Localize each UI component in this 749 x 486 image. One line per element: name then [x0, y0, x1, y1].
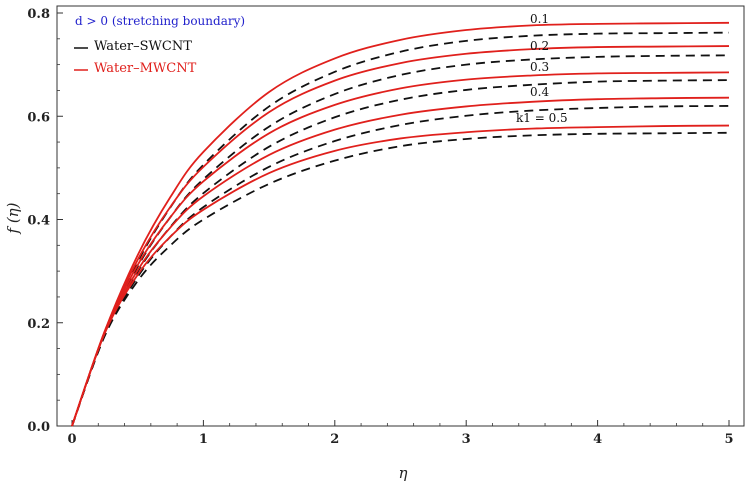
series-layer — [71, 21, 730, 427]
series-line-mwcnt-k1-0.3 — [71, 71, 730, 427]
legend-swcnt-label: Water–SWCNT — [94, 39, 192, 54]
series-line-mwcnt-k1-0.5 — [71, 124, 730, 427]
legend-note: d > 0 (stretching boundary) — [75, 14, 245, 28]
axis-ticks — [57, 12, 730, 427]
y-tick-label: 0.8 — [27, 7, 50, 22]
y-tick-label: 0.6 — [27, 110, 50, 125]
series-line-swcnt-k1-0.3 — [71, 79, 730, 427]
curve-label-k1-0.4: 0.4 — [530, 85, 549, 99]
curve-label-k1-0.3: 0.3 — [530, 60, 549, 74]
curve-labels: 0.1 0.2 0.3 0.4 k1 = 0.5 — [516, 12, 568, 125]
series-line-swcnt-k1-0.4 — [71, 105, 730, 427]
x-axis-label: η — [399, 464, 408, 482]
y-tick-label: 0.4 — [27, 214, 50, 229]
y-tick-label: 0.0 — [27, 420, 50, 435]
legend: d > 0 (stretching boundary) Water–SWCNT … — [74, 14, 245, 76]
y-tick-label: 0.2 — [27, 317, 50, 332]
x-tick-label: 5 — [724, 432, 733, 447]
tick-labels: 0 1 2 3 4 5 0.0 0.2 0.4 0.6 0.8 — [27, 7, 733, 447]
series-line-mwcnt-k1-0.1 — [71, 21, 730, 427]
curve-label-k1-0.2: 0.2 — [530, 39, 549, 53]
x-tick-label: 3 — [462, 432, 471, 447]
x-tick-label: 0 — [67, 432, 76, 447]
curve-label-k1-0.5: k1 = 0.5 — [516, 111, 568, 125]
series-line-swcnt-k1-0.1 — [71, 31, 730, 427]
x-tick-label: 1 — [199, 432, 208, 447]
plot-frame — [56, 5, 745, 427]
series-line-mwcnt-k1-0.4 — [71, 96, 730, 427]
series-line-mwcnt-k1-0.2 — [71, 45, 730, 427]
y-axis-label: f (η) — [4, 202, 22, 234]
curve-label-k1-0.1: 0.1 — [530, 12, 549, 26]
series-line-swcnt-k1-0.2 — [71, 54, 730, 427]
x-tick-label: 2 — [330, 432, 339, 447]
x-tick-label: 4 — [593, 432, 602, 447]
series-line-swcnt-k1-0.5 — [71, 131, 730, 427]
legend-mwcnt-label: Water–MWCNT — [94, 61, 197, 76]
